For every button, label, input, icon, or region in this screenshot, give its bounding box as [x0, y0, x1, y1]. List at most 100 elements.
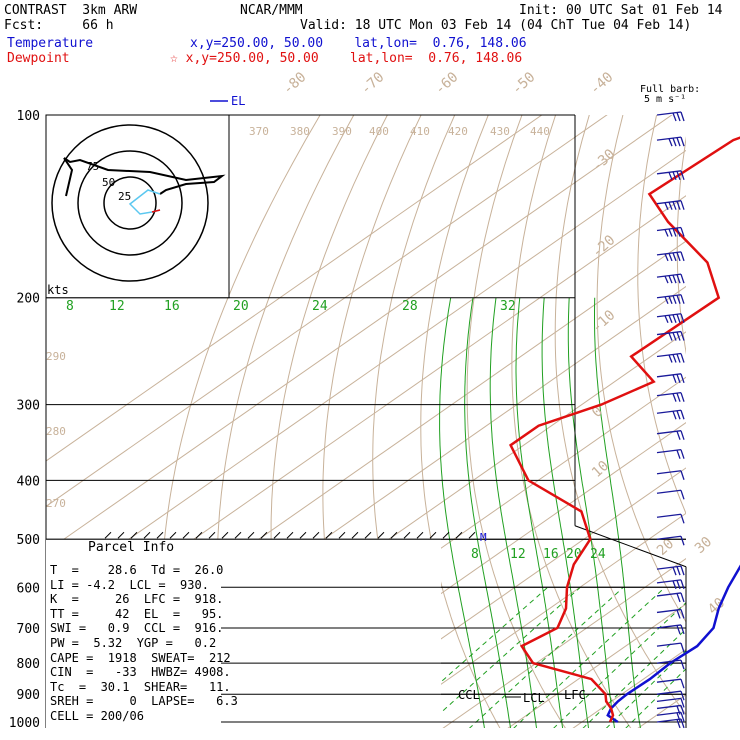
isotherm-label: -70 — [358, 69, 388, 98]
isotherm-line — [377, 512, 686, 728]
moist-adiabat-lines — [439, 297, 641, 728]
barb-feather — [672, 374, 677, 384]
hatch-mark — [221, 531, 229, 539]
wind-barb — [656, 535, 685, 546]
theta-label: 410 — [410, 125, 430, 138]
isotherm-line — [46, 115, 608, 507]
wind-barb — [656, 608, 685, 619]
pressure-tick-label: 700 — [17, 622, 40, 637]
forecast-hour: Fcst: 66 h — [4, 18, 114, 33]
isotherm-label: -40 — [587, 69, 617, 98]
barb-legend-title: Full barb: — [640, 84, 701, 95]
theta-label: 420 — [448, 125, 468, 138]
moist-adiabat-line — [464, 297, 512, 728]
hatch-mark — [455, 531, 463, 539]
barb-feather — [680, 565, 685, 576]
barb-feather — [680, 200, 685, 210]
barb-shaft — [656, 690, 682, 695]
barb-feather — [672, 411, 677, 420]
barb-feather — [664, 229, 669, 237]
barb-feather — [676, 449, 681, 459]
hatch-mark — [338, 531, 346, 539]
barb-feather — [664, 275, 669, 284]
hatch-mark — [377, 531, 385, 539]
hodograph-ring-label: 25 — [118, 190, 131, 203]
hatch-mark — [234, 531, 242, 539]
moist-adiabat-line — [567, 297, 616, 728]
wind-barb — [656, 273, 685, 284]
isotherm-line — [694, 101, 740, 734]
barb-shaft — [656, 513, 682, 518]
wind-barb — [656, 200, 685, 210]
barb-feather — [680, 490, 685, 500]
wind-barb — [656, 624, 685, 635]
wind-barb — [656, 392, 685, 402]
barb-feather — [668, 172, 673, 181]
moist-adiabat-line — [541, 297, 590, 728]
barb-feather — [672, 332, 677, 341]
barb-feather — [680, 313, 685, 323]
barb-feather — [672, 137, 677, 147]
pressure-tick-label: 600 — [17, 581, 40, 596]
barb-shaft — [656, 642, 682, 647]
hatch-mark — [325, 531, 333, 539]
hodograph-trace-surface — [151, 209, 161, 213]
mixing-ratio-label: 16 — [543, 547, 559, 562]
barb-feather — [680, 410, 685, 420]
barb-feather — [672, 274, 677, 284]
pressure-tick-label: 1000 — [9, 716, 40, 731]
dry-adiabat-line — [637, 115, 686, 515]
moist-adiabat-label: 32 — [500, 299, 516, 314]
wind-barb — [656, 489, 685, 500]
barb-feather — [680, 430, 685, 440]
mixing-ratio-label: 24 — [590, 547, 606, 562]
moist-adiabat-label: 12 — [109, 299, 125, 314]
ccl-label: CCL — [458, 688, 480, 702]
hatch-mark — [247, 531, 255, 539]
right-step-axis — [574, 525, 687, 568]
barb-feather — [680, 592, 685, 603]
barb-feather — [668, 253, 673, 262]
barb-feather — [664, 202, 669, 210]
barb-feather — [676, 430, 681, 440]
barb-feather — [680, 353, 685, 363]
barb-feather — [680, 331, 685, 341]
barb-feather — [676, 331, 681, 341]
wind-barb — [656, 565, 685, 576]
theta-label: 280 — [46, 425, 66, 438]
mixing-ratio-line — [553, 602, 686, 728]
pressure-tick-label: 200 — [17, 292, 40, 307]
moist-adiabat-label: 20 — [233, 299, 249, 314]
wind-barb — [656, 718, 685, 729]
dry-adiabat-line — [676, 136, 686, 355]
wind-barb — [656, 352, 685, 363]
hatch-mark — [208, 531, 216, 539]
barb-feather — [680, 111, 685, 122]
hatch-mark — [351, 531, 359, 539]
parcel-info-row: CELL = 200/06 — [50, 709, 144, 723]
theta-label: 430 — [490, 125, 510, 138]
wind-barb — [656, 697, 685, 708]
barb-feather — [664, 315, 669, 324]
hodograph-ring-label: 50 — [102, 176, 115, 189]
pressure-tick-label: 900 — [17, 688, 40, 703]
barb-feather — [668, 332, 673, 341]
barb-feather — [680, 136, 685, 147]
hatch-mark — [429, 531, 437, 539]
moist-adiabat-line — [439, 297, 485, 728]
barb-feather — [672, 393, 677, 402]
moist-adiabat-line — [594, 297, 641, 728]
theta-label: 440 — [530, 125, 550, 138]
barb-feather — [668, 354, 673, 363]
hatch-mark — [286, 531, 294, 539]
barb-feather — [680, 227, 685, 237]
isotherm-label: -80 — [280, 69, 310, 98]
isotherm-label: -60 — [432, 69, 462, 98]
barb-feather — [676, 353, 681, 363]
init-time: Init: 00 UTC Sat 01 Feb 14 — [519, 3, 723, 18]
barb-feather — [668, 201, 673, 210]
hatch-mark — [390, 531, 398, 539]
hatch-mark — [117, 531, 125, 539]
isotherm-label: -10 — [589, 307, 619, 336]
